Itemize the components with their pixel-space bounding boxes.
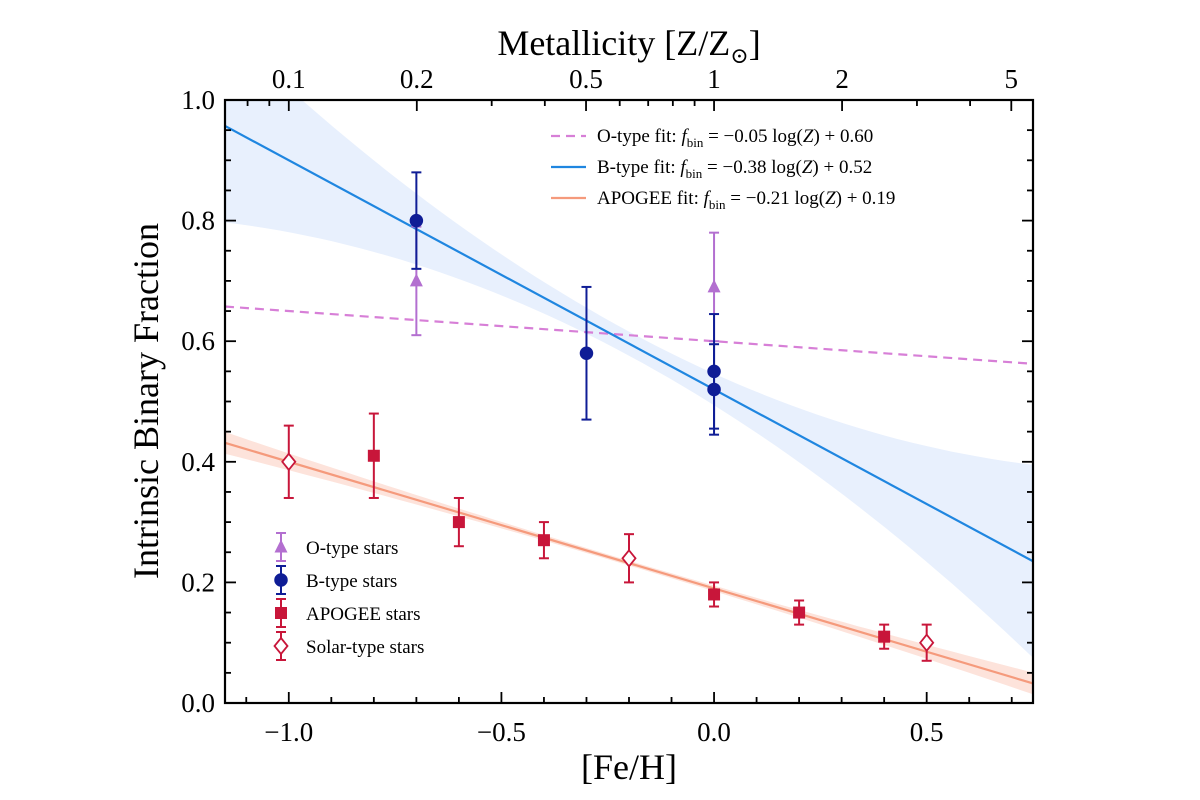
point-3-2 — [919, 623, 935, 662]
y-axis-title: Intrinsic Binary Fraction — [126, 223, 166, 579]
point-2-0 — [367, 412, 380, 499]
point-2-1 — [452, 496, 465, 548]
point-marker — [452, 516, 465, 529]
legend-marker-symbol — [273, 636, 289, 656]
top-tick-label: 0.1 — [272, 64, 306, 94]
point-2-4 — [793, 599, 806, 626]
top-tick-label: 2 — [835, 64, 849, 94]
point-marker — [579, 346, 594, 361]
y-tick-label: 1.0 — [181, 85, 215, 115]
point-marker — [281, 452, 297, 472]
point-2-5 — [878, 623, 891, 650]
top-tick-label: 1 — [707, 64, 721, 94]
point-marker — [708, 588, 721, 601]
fit-band-1 — [225, 100, 1033, 658]
legend-marker-label: APOGEE stars — [306, 604, 421, 625]
y-tick-label: 0.8 — [181, 206, 215, 236]
x-tick-label: 0.5 — [910, 717, 944, 747]
top-tick-label: 5 — [1005, 64, 1019, 94]
axis-ticks — [225, 99, 1033, 704]
point-2-3 — [708, 581, 721, 608]
point-marker — [409, 213, 424, 228]
top-tick-label: 0.2 — [400, 64, 434, 94]
y-tick-label: 0.0 — [181, 688, 215, 718]
point-1-1 — [579, 285, 594, 421]
x-tick-label: −0.5 — [477, 717, 526, 747]
top-tick-label: 0.5 — [569, 64, 603, 94]
point-1-3 — [707, 343, 721, 436]
legend-marker-1: B-type stars — [274, 565, 397, 595]
point-marker — [537, 534, 550, 547]
point-marker — [409, 273, 423, 287]
legend-fits: O-type fit: fbin = −0.05 log(Z) + 0.60 B-… — [551, 126, 895, 212]
fit-line-1 — [225, 124, 1033, 563]
y-tick-label: 0.2 — [181, 567, 215, 597]
x-axis-title: [Fe/H] — [581, 747, 677, 787]
point-marker — [707, 279, 721, 293]
point-3-1 — [621, 533, 637, 584]
legend-fit-label: APOGEE fit: fbin = −0.21 log(Z) + 0.19 — [597, 188, 895, 212]
point-marker — [621, 548, 637, 568]
data-points — [281, 171, 935, 662]
top-axis-title: Metallicity [Z/Z⊙] — [497, 23, 760, 68]
legend-fit-label: O-type fit: fbin = −0.05 log(Z) + 0.60 — [597, 126, 873, 150]
legend-marker-3: Solar-type stars — [273, 631, 424, 661]
point-marker — [707, 382, 721, 397]
y-tick-label: 0.4 — [181, 447, 215, 477]
legend-marker-symbol — [274, 573, 288, 587]
point-1-0 — [409, 171, 424, 270]
point-marker — [919, 633, 935, 653]
legend-markers: O-type stars B-type stars APOGEE stars Sola… — [273, 532, 424, 661]
legend-fit-label: B-type fit: fbin = −0.38 log(Z) + 0.52 — [597, 157, 872, 181]
y-tick-label: 0.6 — [181, 326, 215, 356]
point-marker — [793, 606, 806, 619]
tick-labels: −1.0 −0.5 0.0 0.5 0.0 0.2 0.4 0.6 0.8 1.0 0.1 0.2 0.… — [181, 64, 1018, 747]
legend-marker-label: Solar-type stars — [306, 637, 424, 658]
point-3-0 — [281, 424, 297, 499]
legend-marker-label: O-type stars — [306, 538, 398, 559]
point-marker — [367, 449, 380, 462]
point-2-2 — [537, 521, 550, 560]
x-tick-label: −1.0 — [264, 717, 313, 747]
legend-marker-2: APOGEE stars — [275, 598, 421, 628]
legend-marker-label: B-type stars — [306, 571, 397, 592]
legend-marker-symbol — [275, 607, 287, 619]
legend-marker-symbol — [274, 539, 288, 553]
point-marker — [878, 630, 891, 643]
fit-line-0 — [225, 305, 1033, 365]
legend-marker-0: O-type stars — [274, 532, 398, 562]
x-tick-label: 0.0 — [697, 717, 731, 747]
